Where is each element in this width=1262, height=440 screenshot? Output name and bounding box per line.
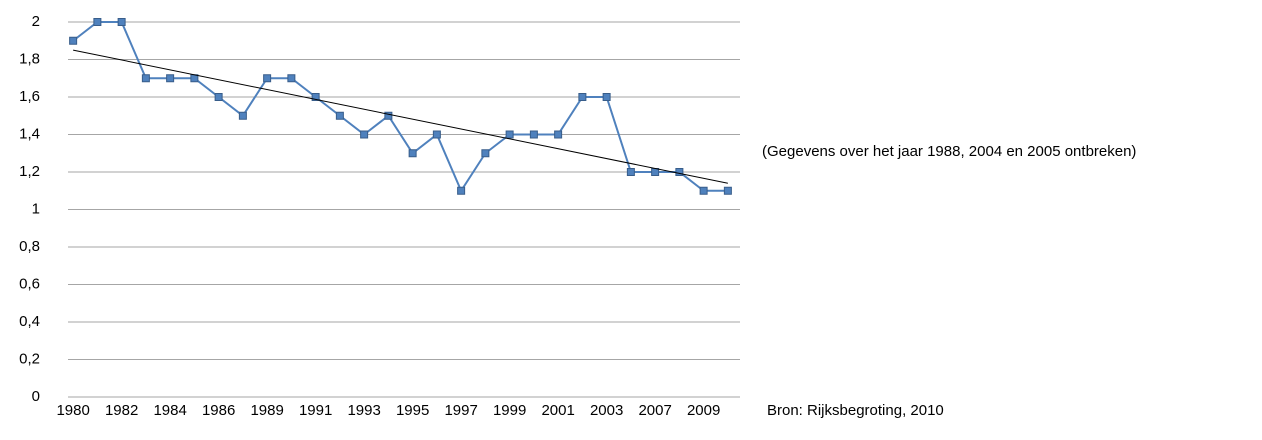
x-tick-label: 1999 <box>493 402 526 419</box>
marker <box>214 93 223 101</box>
x-tick-label: 2007 <box>638 402 671 419</box>
x-tick-label: 1986 <box>202 402 235 419</box>
y-tick-label: 0,4 <box>19 313 40 330</box>
y-tick-label: 1 <box>32 200 40 217</box>
y-tick-label: 1,6 <box>19 88 40 105</box>
marker <box>263 74 272 83</box>
marker <box>69 36 78 45</box>
note: (Gegevens over het jaar 1988, 2004 en 20… <box>762 143 1136 160</box>
x-tick-label: 2001 <box>541 402 574 419</box>
marker <box>166 74 175 83</box>
x-tick-label: 1993 <box>347 402 380 419</box>
marker <box>723 186 732 195</box>
y-tick-label: 1,4 <box>19 125 40 142</box>
marker <box>408 149 417 158</box>
marker <box>238 111 247 120</box>
x-tick-label: 1980 <box>56 402 89 419</box>
marker <box>360 130 369 139</box>
marker <box>93 18 102 26</box>
x-tick-label: 2009 <box>687 402 720 419</box>
marker <box>505 130 514 139</box>
marker <box>602 93 611 101</box>
marker <box>651 168 660 176</box>
x-tick-label: 2003 <box>590 402 623 419</box>
x-tick-label: 1997 <box>444 402 477 419</box>
source: Bron: Rijksbegroting, 2010 <box>767 402 944 419</box>
x-tick-label: 1995 <box>396 402 429 419</box>
marker <box>699 186 708 195</box>
marker <box>578 93 587 101</box>
y-tick-label: 1,8 <box>19 50 40 67</box>
marker <box>626 168 635 176</box>
marker <box>141 74 150 83</box>
marker <box>190 74 199 83</box>
series-line <box>72 21 728 193</box>
y-tick-label: 2 <box>32 13 40 30</box>
marker <box>432 130 441 139</box>
marker <box>554 130 563 139</box>
marker <box>311 93 320 101</box>
marker <box>384 111 393 120</box>
marker <box>287 74 296 83</box>
marker <box>529 130 538 139</box>
y-tick-label: 0,6 <box>19 275 40 292</box>
marker <box>457 186 466 195</box>
x-tick-label: 1982 <box>105 402 138 419</box>
marker <box>117 18 126 26</box>
x-tick-label: 1984 <box>153 402 186 419</box>
x-tick-label: 1989 <box>250 402 283 419</box>
y-tick-label: 0,8 <box>19 238 40 255</box>
y-tick-label: 0,2 <box>19 350 40 367</box>
trendline <box>73 49 728 184</box>
y-tick-label: 0 <box>32 388 40 405</box>
marker <box>335 111 344 120</box>
y-tick-label: 1,2 <box>19 163 40 180</box>
x-tick-label: 1991 <box>299 402 332 419</box>
marker <box>481 149 490 158</box>
marker <box>675 168 684 176</box>
